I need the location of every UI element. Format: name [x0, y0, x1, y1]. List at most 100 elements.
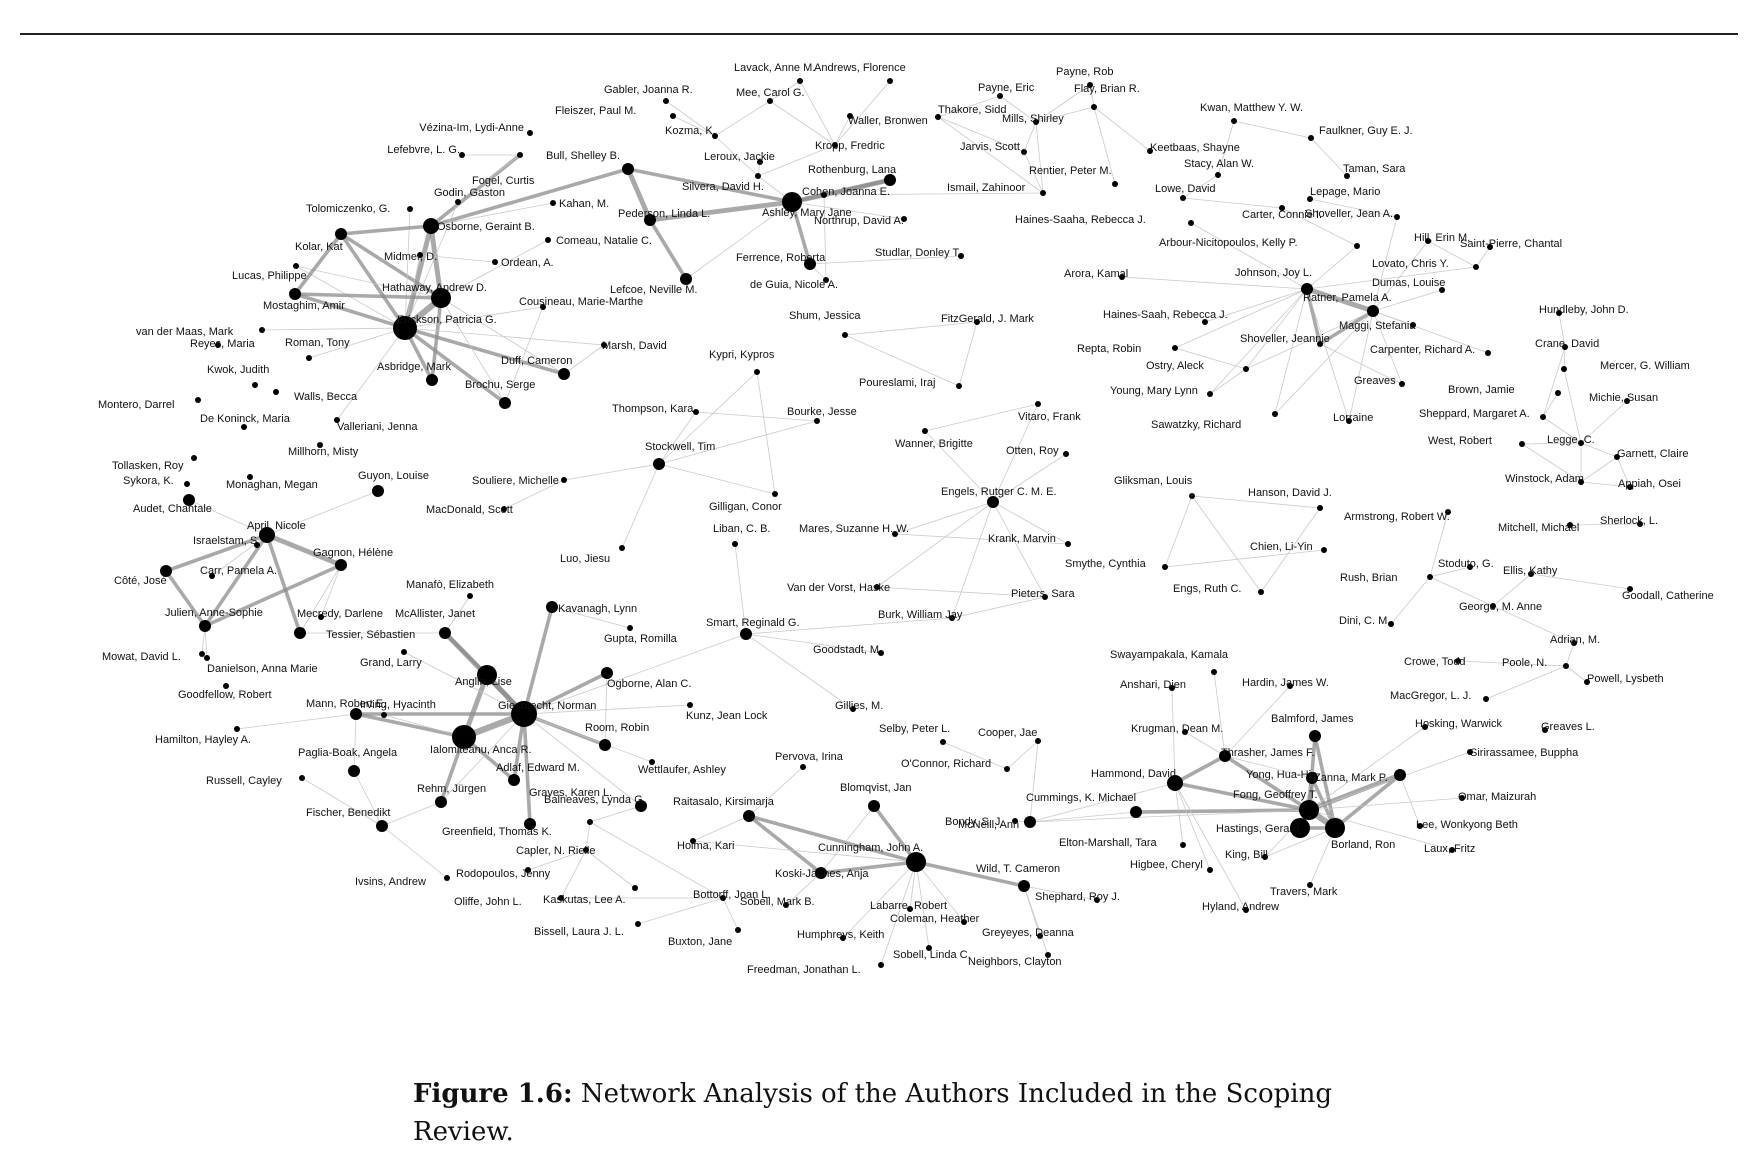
- author-node: [1540, 414, 1546, 420]
- network-edge: [915, 861, 930, 949]
- author-node: [467, 593, 473, 599]
- author-label: Northrup, David A.: [814, 215, 904, 227]
- network-edge: [1174, 782, 1247, 911]
- network-edge: [523, 704, 691, 715]
- author-node: [583, 847, 589, 853]
- author-label: Lucas, Philippe: [232, 270, 307, 282]
- network-edge: [1029, 811, 1137, 823]
- author-node: [1167, 775, 1183, 791]
- author-label: Sobell, Mark B.: [740, 896, 815, 908]
- network-edge: [1372, 216, 1398, 312]
- author-label: Stacy, Alan W.: [1184, 158, 1254, 170]
- network-edge: [1429, 576, 1494, 607]
- network-edge: [809, 255, 962, 265]
- author-label: Osborne, Geraint B.: [437, 221, 535, 233]
- author-label: Higbee, Cheryl: [1130, 859, 1203, 871]
- author-label: Mostaghim, Amir: [263, 300, 345, 312]
- author-node: [599, 739, 611, 751]
- network-edge: [992, 453, 1067, 503]
- network-edge: [1309, 198, 1398, 218]
- author-node: [558, 368, 570, 380]
- author-node: [401, 649, 407, 655]
- network-edge: [1174, 781, 1310, 812]
- network-nodes: [160, 78, 1643, 968]
- network-edge: [188, 499, 268, 536]
- author-label: Arora, Kamal: [1064, 268, 1128, 280]
- network-edge: [1563, 346, 1566, 370]
- author-node: [690, 838, 696, 844]
- author-label: Mee, Carol G.: [736, 87, 804, 99]
- author-label: Fischer, Benedikt: [306, 807, 390, 819]
- author-node: [525, 867, 531, 873]
- network-edge: [430, 167, 629, 228]
- author-label: Rehm, Jürgen: [417, 783, 486, 795]
- network-edge: [299, 564, 342, 634]
- author-node: [335, 228, 347, 240]
- author-node: [1180, 842, 1186, 848]
- network-edge: [1565, 665, 1588, 683]
- author-label: Kolar, Kat: [295, 241, 343, 253]
- author-label: King, Bill: [1225, 849, 1268, 861]
- network-edge: [722, 897, 739, 931]
- author-label: Anshari, Dien: [1120, 679, 1186, 691]
- author-label: Lovato, Chris Y.: [1372, 258, 1449, 270]
- network-edge: [1542, 416, 1582, 444]
- network-edge: [834, 115, 851, 146]
- network-edge: [1023, 121, 1037, 153]
- network-edge: [649, 199, 793, 223]
- author-label: Rodopoulos, Jenny: [456, 868, 551, 880]
- network-edge: [1372, 240, 1429, 312]
- author-node: [199, 651, 205, 657]
- author-node: [1459, 795, 1465, 801]
- author-label: Jarvis, Scott: [960, 141, 1020, 153]
- author-node: [1394, 214, 1400, 220]
- author-label: Travers, Mark: [1270, 886, 1338, 898]
- author-node: [1308, 135, 1314, 141]
- author-label: Ismail, Zahinoor: [947, 182, 1026, 194]
- network-edge: [820, 805, 875, 874]
- author-node: [1119, 274, 1125, 280]
- author-label: Otten, Roy: [1006, 445, 1059, 457]
- author-node: [926, 945, 932, 951]
- network-edge: [1121, 276, 1308, 290]
- network-edge: [523, 633, 747, 715]
- author-node: [1562, 344, 1568, 350]
- network-edge: [1305, 288, 1322, 345]
- network-edge: [1217, 120, 1235, 176]
- network-edge: [757, 144, 836, 177]
- network-edge: [522, 606, 554, 715]
- network-edge: [745, 617, 953, 635]
- author-node: [804, 258, 816, 270]
- author-label: Lorraine: [1333, 412, 1373, 424]
- author-node: [670, 113, 676, 119]
- author-label: Armstrong, Robert W.: [1344, 511, 1450, 523]
- author-node: [477, 665, 497, 685]
- network-edge: [503, 479, 565, 510]
- author-label: Ratner, Pamela A.: [1303, 292, 1392, 304]
- network-edge: [1569, 523, 1641, 526]
- author-node: [1556, 310, 1562, 316]
- author-label: Mercer, G. William: [1600, 360, 1690, 372]
- network-edge: [1274, 310, 1374, 415]
- network-edge: [1035, 121, 1044, 194]
- author-label: Kozma, K.: [665, 125, 716, 137]
- author-node: [455, 199, 461, 205]
- network-edge: [1563, 368, 1582, 444]
- author-label: Smart, Reginald G.: [706, 617, 800, 629]
- author-label: Kwan, Matthew Y. W.: [1200, 102, 1303, 114]
- author-label: Payne, Rob: [1056, 66, 1113, 78]
- author-label: Flay, Brian R.: [1074, 83, 1140, 95]
- author-label: Hamilton, Hayley A.: [155, 734, 251, 746]
- author-label: Hosking, Warwick: [1415, 718, 1502, 730]
- author-label: Millhorn, Misty: [288, 446, 359, 458]
- network-edge: [1023, 151, 1044, 194]
- network-edge: [745, 633, 882, 654]
- author-label: Blomqvist, Jan: [840, 782, 912, 794]
- author-label: Humphreys, Keith: [797, 929, 884, 941]
- author-node: [318, 614, 324, 620]
- network-edge: [294, 292, 442, 300]
- author-node: [1207, 391, 1213, 397]
- author-node: [1182, 729, 1188, 735]
- author-node: [254, 542, 260, 548]
- author-node: [906, 852, 926, 872]
